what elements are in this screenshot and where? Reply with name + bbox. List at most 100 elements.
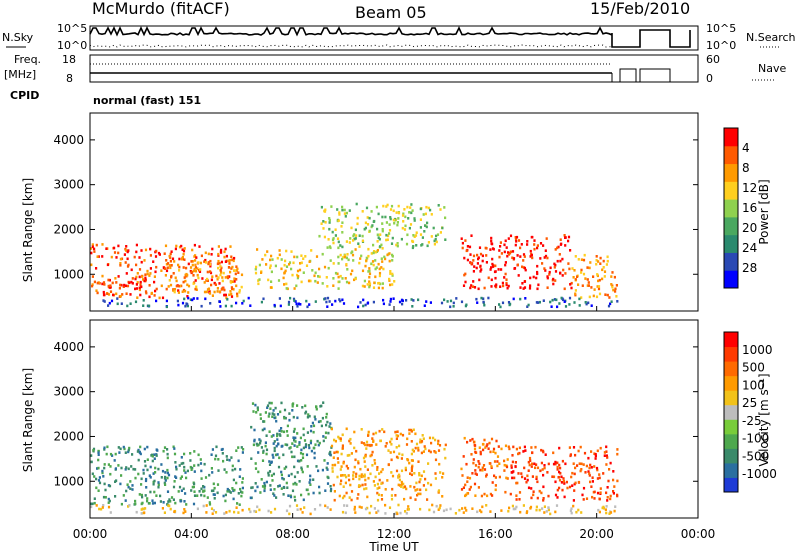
heat-cell [296,471,299,474]
heat-cell [438,444,442,447]
heat-cell [426,244,429,248]
heat-cell [217,259,220,263]
heat-cell [228,262,231,265]
heat-cell [302,498,305,502]
heat-cell [515,447,518,451]
heat-cell [135,243,138,247]
heat-cell [180,462,183,465]
heat-cell [411,305,414,308]
heat-cell [209,271,213,275]
heat-cell [353,237,356,241]
heat-cell [149,247,152,251]
heat-cell [254,510,258,513]
heat-cell [177,303,180,307]
heat-cell [143,511,146,514]
heat-cell [181,301,185,305]
heat-cell [325,412,328,416]
heat-cell [330,205,333,208]
heat-cell [395,469,399,473]
heat-cell [454,512,457,515]
heat-cell [138,286,141,290]
heat-cell [303,439,307,442]
heat-cell [326,506,329,509]
heat-cell [562,268,565,272]
heat-cell [565,480,568,484]
heat-cell [180,284,183,288]
heat-cell [550,305,553,308]
heat-cell [545,237,548,240]
heat-cell [364,303,367,307]
heat-cell [359,467,362,471]
heat-cell [217,245,220,248]
heat-cell [274,264,277,268]
heat-cell [300,448,303,452]
heat-cell [250,457,253,460]
heat-cell [552,282,555,286]
heat-cell [214,511,218,514]
heat-cell [563,482,566,485]
heat-cell [424,212,427,216]
heat-cell [461,246,464,250]
heat-cell [348,439,351,443]
heat-cell [368,280,371,283]
heat-cell [304,411,307,415]
heat-cell [305,299,308,303]
heat-cell [551,475,554,478]
heat-cell [344,255,347,259]
heat-cell [481,505,484,509]
heat-cell [398,444,401,448]
heat-cell [338,494,341,498]
heat-cell [499,305,502,309]
heat-cell [155,454,158,457]
heat-cell [276,438,279,441]
heat-cell [543,466,546,470]
heat-cell [292,297,296,301]
heat-cell [468,476,472,480]
heat-cell [537,301,540,304]
heat-cell [407,217,410,220]
heat-cell [544,269,547,272]
heat-cell [107,497,110,501]
heat-cell [178,284,181,288]
heat-cell [548,270,551,274]
heat-cell [183,258,186,261]
heat-cell [480,494,483,498]
heat-cell [398,300,402,304]
heat-cell [136,281,139,284]
heat-cell [505,281,508,285]
heat-cell [400,237,403,241]
heat-cell [218,262,221,265]
heat-cell [415,231,418,234]
heat-cell [526,305,529,308]
heat-cell [232,259,235,263]
nsky-label: N.Sky [2,31,34,44]
heat-cell [175,467,178,471]
heat-cell [381,222,384,225]
heat-cell [365,206,369,210]
colorbar-tick-label: 4 [742,141,750,155]
heat-cell [139,280,142,284]
colorbar-tick-label: 16 [742,201,757,215]
heat-cell [299,436,302,440]
heat-cell [124,468,127,471]
heat-cell [355,449,358,453]
heat-cell [483,468,487,471]
heat-cell [593,465,596,468]
heat-cell [233,256,236,260]
heat-cell [177,263,180,267]
heat-cell [382,302,385,306]
heat-cell [599,256,602,260]
heat-cell [533,243,536,246]
heat-cell [113,251,117,254]
heat-cell [464,239,467,242]
heat-cell [102,281,106,284]
heat-cell [278,253,281,257]
heat-cell [436,233,440,236]
heat-cell [536,496,539,500]
heat-cell [274,453,278,457]
heat-cell [218,300,221,303]
heat-cell [296,459,300,463]
heat-cell [363,279,366,283]
heat-cell [449,305,452,309]
heat-cell [377,286,380,290]
